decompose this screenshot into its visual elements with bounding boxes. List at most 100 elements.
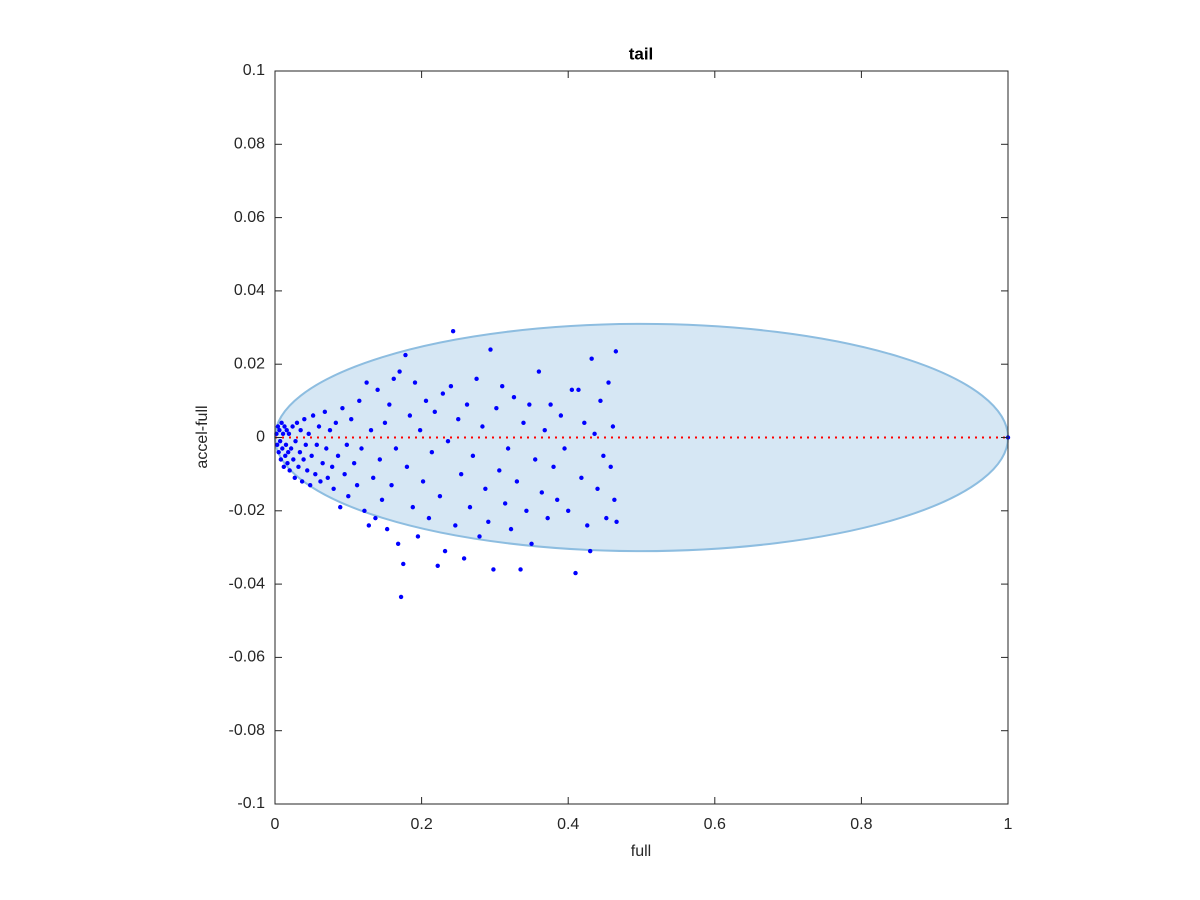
point bbox=[285, 449, 291, 455]
point bbox=[614, 519, 619, 524]
point bbox=[404, 464, 410, 470]
y-tick-label: 0.04 bbox=[234, 282, 265, 299]
point bbox=[275, 424, 281, 429]
point bbox=[331, 486, 336, 492]
point bbox=[283, 453, 288, 459]
point bbox=[448, 383, 454, 389]
point bbox=[437, 493, 443, 499]
x-tick-label: 0.8 bbox=[850, 816, 872, 833]
point bbox=[293, 438, 298, 444]
point bbox=[595, 486, 600, 492]
point bbox=[477, 534, 482, 539]
point bbox=[536, 369, 542, 374]
point bbox=[420, 479, 426, 484]
point bbox=[320, 460, 325, 466]
point bbox=[280, 431, 286, 437]
point bbox=[276, 449, 281, 455]
point bbox=[344, 442, 350, 448]
point bbox=[292, 475, 297, 481]
point bbox=[569, 387, 575, 393]
point bbox=[379, 497, 385, 503]
point bbox=[316, 424, 322, 429]
point bbox=[521, 420, 526, 426]
point bbox=[310, 413, 316, 418]
point bbox=[357, 398, 362, 404]
point bbox=[286, 431, 292, 437]
point bbox=[393, 446, 399, 451]
point bbox=[327, 427, 333, 433]
point bbox=[440, 391, 446, 396]
point bbox=[274, 442, 280, 448]
y-tick-label: -0.08 bbox=[229, 722, 266, 739]
point bbox=[494, 405, 499, 411]
point bbox=[514, 479, 520, 484]
point bbox=[613, 349, 619, 354]
point bbox=[359, 446, 364, 451]
point bbox=[576, 387, 581, 393]
point bbox=[518, 567, 523, 572]
point bbox=[389, 482, 394, 488]
point bbox=[364, 380, 369, 385]
point bbox=[384, 526, 390, 532]
point bbox=[566, 508, 571, 513]
point bbox=[401, 561, 406, 567]
y-axis-label: accel-full bbox=[194, 405, 211, 468]
point bbox=[349, 416, 354, 422]
point bbox=[375, 387, 380, 393]
x-axis-label: full bbox=[631, 843, 651, 860]
point bbox=[324, 446, 329, 451]
point bbox=[426, 515, 432, 521]
point bbox=[480, 424, 485, 429]
point bbox=[606, 380, 611, 385]
point bbox=[294, 420, 300, 426]
point bbox=[410, 504, 416, 510]
point bbox=[450, 329, 456, 334]
point bbox=[442, 548, 448, 554]
point bbox=[508, 526, 514, 532]
y-tick-label: 0.02 bbox=[234, 355, 265, 372]
point bbox=[335, 453, 341, 459]
chart-title: tail bbox=[629, 44, 654, 63]
point bbox=[470, 453, 476, 459]
point bbox=[497, 468, 502, 473]
point bbox=[548, 402, 553, 407]
point bbox=[298, 427, 303, 433]
point bbox=[598, 398, 603, 404]
point bbox=[573, 570, 578, 576]
point bbox=[366, 523, 372, 528]
point bbox=[483, 486, 488, 492]
point bbox=[288, 446, 294, 451]
y-tick-label: 0.06 bbox=[234, 209, 265, 226]
point bbox=[529, 541, 534, 546]
point bbox=[387, 402, 392, 407]
point bbox=[539, 490, 545, 495]
point bbox=[391, 376, 396, 382]
point bbox=[398, 594, 404, 600]
point bbox=[318, 479, 323, 484]
point bbox=[417, 427, 423, 433]
y-tick-label: -0.04 bbox=[229, 575, 266, 592]
point bbox=[423, 398, 429, 404]
point bbox=[296, 464, 301, 470]
point bbox=[589, 356, 594, 361]
point bbox=[505, 446, 511, 451]
x-tick-label: 0.6 bbox=[704, 816, 726, 833]
point bbox=[545, 515, 550, 521]
point bbox=[329, 464, 335, 470]
point bbox=[608, 464, 613, 470]
x-tick-label: 0.4 bbox=[557, 816, 579, 833]
point bbox=[397, 369, 402, 374]
point bbox=[407, 413, 413, 418]
y-tick-label: 0.08 bbox=[234, 136, 265, 153]
point bbox=[542, 427, 547, 433]
point bbox=[592, 431, 597, 437]
point bbox=[325, 475, 330, 481]
point bbox=[403, 352, 408, 358]
point bbox=[346, 493, 351, 499]
x-tick-label: 1 bbox=[1004, 816, 1013, 833]
point bbox=[285, 460, 290, 466]
point bbox=[303, 442, 308, 448]
point bbox=[500, 383, 505, 389]
point bbox=[306, 431, 311, 437]
